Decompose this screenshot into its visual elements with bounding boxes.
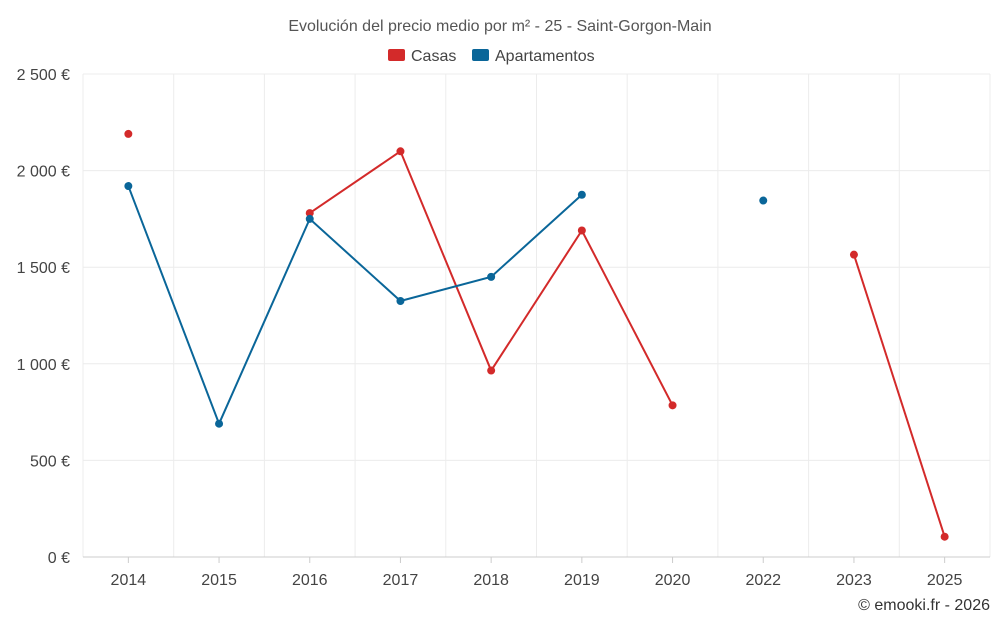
series-casas	[124, 129, 949, 541]
data-point-casas[interactable]	[396, 147, 405, 156]
y-tick-label: 0 €	[48, 550, 70, 567]
grid	[82, 73, 991, 558]
y-axis-ticks: 0 € 500 € 1 000 € 1 500 € 2 000 € 2 500 €	[17, 67, 70, 567]
series-line-casas	[852, 254, 946, 538]
series	[124, 129, 949, 541]
data-point-casas[interactable]	[849, 250, 858, 259]
data-point-casas[interactable]	[577, 226, 586, 235]
y-tick-label: 2 500 €	[17, 67, 70, 84]
data-point-casas[interactable]	[668, 401, 677, 410]
data-point-apartamentos[interactable]	[124, 182, 133, 191]
data-point-apartamentos[interactable]	[759, 196, 768, 205]
legend-swatch-apartamentos[interactable]	[472, 49, 489, 61]
x-tick-label: 2025	[927, 572, 963, 589]
x-axis-ticks: 2014 2015 2016 2017 2018 2019 2020 2022 2023 2025	[111, 557, 963, 589]
data-point-casas[interactable]	[487, 366, 496, 375]
x-tick-label: 2017	[383, 572, 419, 589]
chart-title: Evolución del precio medio por m² - 25 -…	[288, 18, 711, 35]
legend-label-apartamentos[interactable]: Apartamentos	[495, 48, 595, 65]
data-point-apartamentos[interactable]	[305, 214, 314, 223]
series-line-apartamentos	[127, 185, 583, 427]
x-tick-label: 2023	[836, 572, 872, 589]
legend-label-casas[interactable]: Casas	[411, 48, 456, 65]
x-tick-label: 2022	[745, 572, 781, 589]
legend: Casas Apartamentos	[388, 48, 595, 65]
data-point-casas[interactable]	[305, 209, 314, 218]
data-point-casas[interactable]	[940, 532, 949, 541]
x-tick-label: 2015	[201, 572, 237, 589]
data-point-apartamentos[interactable]	[487, 272, 496, 281]
y-tick-label: 2 000 €	[17, 164, 70, 181]
x-tick-label: 2016	[292, 572, 328, 589]
data-point-apartamentos[interactable]	[215, 419, 224, 428]
series-apartamentos	[124, 182, 768, 428]
x-tick-label: 2014	[111, 572, 147, 589]
x-tick-label: 2019	[564, 572, 600, 589]
x-tick-label: 2018	[473, 572, 509, 589]
y-tick-label: 1 500 €	[17, 260, 70, 277]
credit: © emooki.fr - 2026	[858, 597, 990, 614]
data-point-apartamentos[interactable]	[396, 297, 405, 306]
data-point-apartamentos[interactable]	[577, 190, 586, 199]
data-point-casas[interactable]	[124, 129, 133, 138]
legend-swatch-casas[interactable]	[388, 49, 405, 61]
y-tick-label: 500 €	[30, 453, 70, 470]
x-tick-label: 2020	[655, 572, 691, 589]
y-tick-label: 1 000 €	[17, 357, 70, 374]
